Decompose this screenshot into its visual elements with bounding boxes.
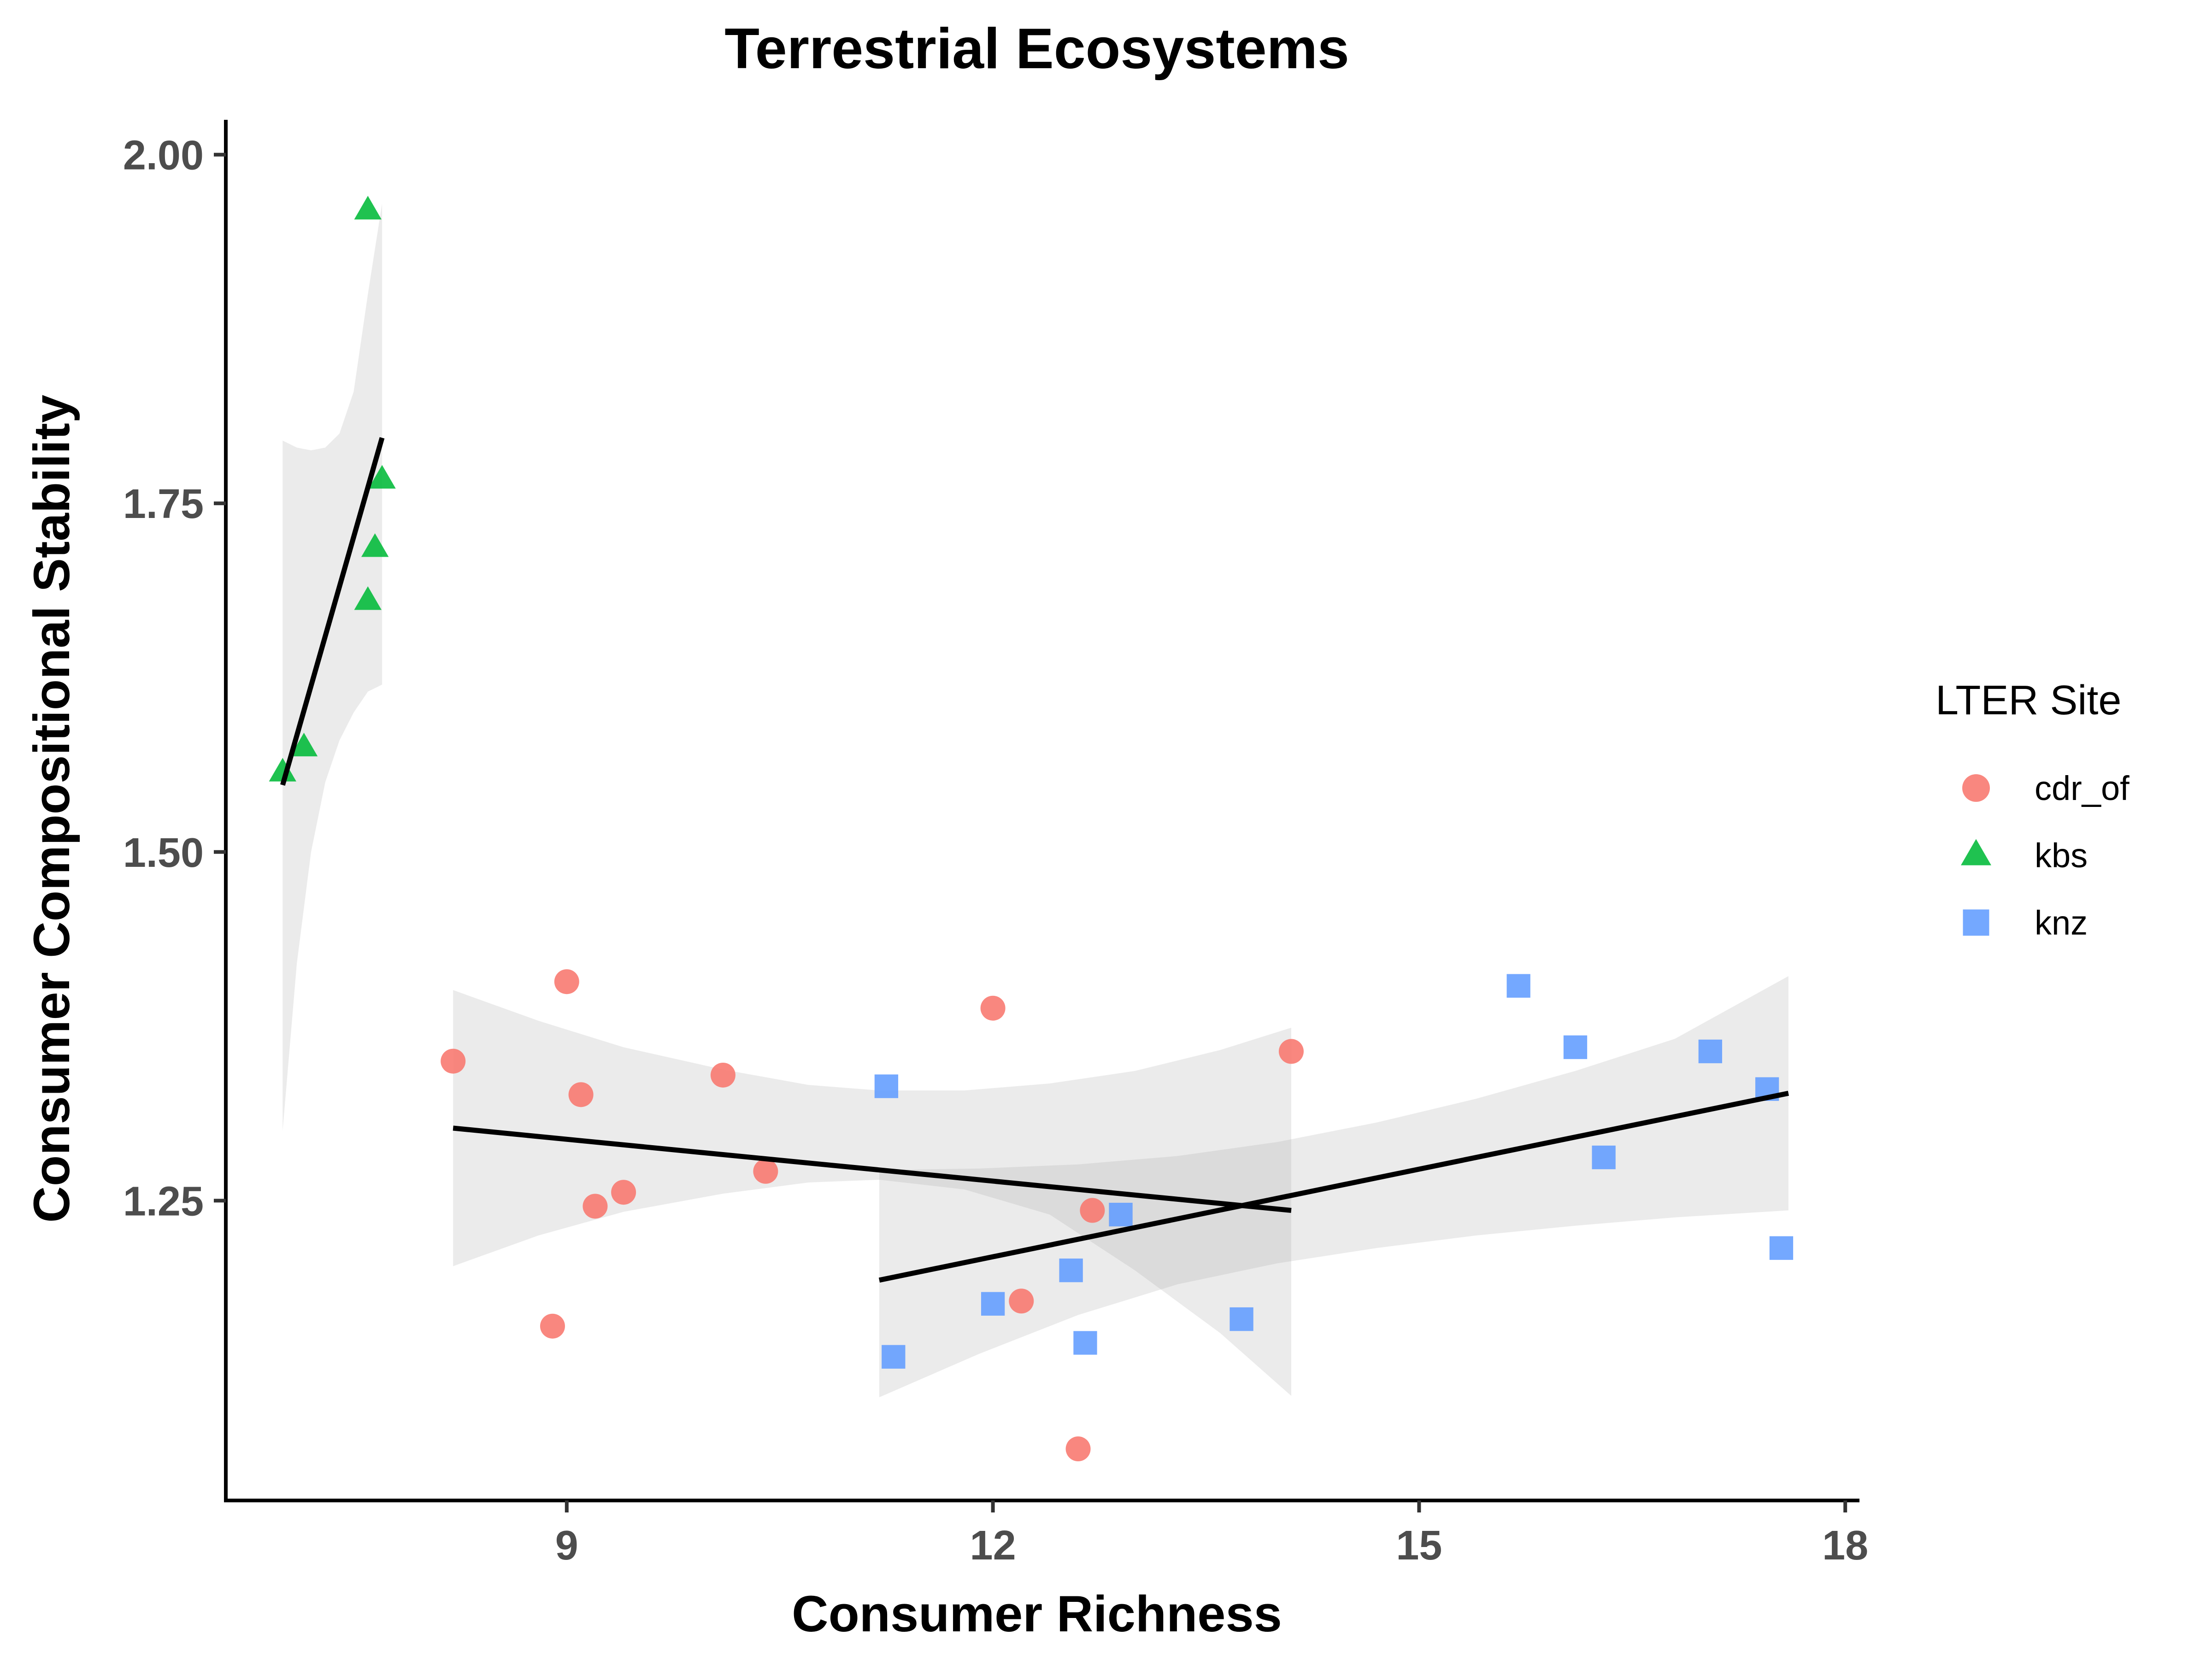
y-tick-label: 2.00 (123, 133, 204, 179)
data-point-knz (981, 1292, 1005, 1316)
data-point-kbs (354, 195, 382, 220)
data-point-cdr_of (753, 1159, 778, 1184)
legend-key-knz (1963, 909, 1989, 936)
legend-item-cdr_of: cdr_of (1962, 769, 2130, 807)
data-point-cdr_of (582, 1194, 608, 1219)
data-point-kbs (361, 533, 389, 557)
legend-item-kbs: kbs (1961, 836, 2088, 875)
legend-key-kbs (1961, 839, 1991, 865)
x-tick-label: 18 (1822, 1523, 1868, 1569)
data-point-knz (874, 1074, 899, 1098)
x-tick-label: 12 (970, 1523, 1016, 1569)
legend-label-cdr_of: cdr_of (2035, 769, 2130, 807)
data-point-knz (1073, 1331, 1097, 1355)
data-point-cdr_of (611, 1180, 636, 1205)
data-point-knz (1109, 1202, 1133, 1227)
data-point-knz (1059, 1259, 1083, 1282)
data-point-kbs (290, 733, 318, 757)
data-point-cdr_of (1278, 1039, 1304, 1064)
data-point-knz (882, 1345, 906, 1369)
fit-lines (280, 437, 1789, 1283)
legend-key-cdr_of (1962, 774, 1990, 802)
data-point-cdr_of (568, 1082, 594, 1107)
data-point-knz (1769, 1236, 1794, 1260)
data-points (269, 195, 1794, 1462)
data-point-cdr_of (554, 969, 579, 994)
x-tick-label: 15 (1396, 1523, 1442, 1569)
confidence-band-cdr_of (453, 990, 1292, 1396)
data-point-cdr_of (441, 1048, 466, 1074)
x-tick-label: 9 (555, 1523, 578, 1569)
legend-label-knz: knz (2035, 904, 2088, 942)
x-axis-title: Consumer Richness (792, 1586, 1282, 1642)
y-tick-label: 1.75 (123, 481, 204, 527)
chart-title: Terrestrial Ecosystems (724, 17, 1349, 81)
data-point-knz (1506, 974, 1530, 998)
data-point-cdr_of (1009, 1288, 1034, 1314)
data-point-cdr_of (1080, 1198, 1105, 1223)
data-point-kbs (368, 465, 396, 489)
legend-item-knz: knz (1963, 904, 2088, 942)
y-tick-label: 1.50 (123, 830, 204, 876)
x-axis-ticks: 9 12 15 18 (555, 1500, 1868, 1569)
y-tick-label: 1.25 (123, 1178, 204, 1224)
data-point-cdr_of (1065, 1436, 1091, 1462)
data-point-cdr_of (540, 1313, 565, 1339)
fit-line-kbs (280, 437, 385, 786)
data-point-knz (1563, 1035, 1588, 1059)
legend-label-kbs: kbs (2035, 836, 2088, 875)
y-axis-ticks: 1.25 1.50 1.75 2.00 (123, 133, 226, 1224)
data-point-knz (1592, 1145, 1616, 1170)
y-axis-title: Consumer Compositional Stability (24, 395, 80, 1223)
data-point-cdr_of (710, 1062, 735, 1088)
data-point-knz (1230, 1307, 1253, 1331)
fit-line-cdr_of (453, 1125, 1292, 1213)
data-point-kbs (354, 586, 382, 610)
data-point-kbs (269, 758, 297, 782)
fit-line-knz (878, 1090, 1789, 1283)
data-point-knz (1698, 1039, 1722, 1064)
confidence-band-kbs (282, 203, 382, 1131)
data-point-cdr_of (980, 995, 1006, 1021)
legend-title: LTER Site (1936, 677, 2121, 724)
